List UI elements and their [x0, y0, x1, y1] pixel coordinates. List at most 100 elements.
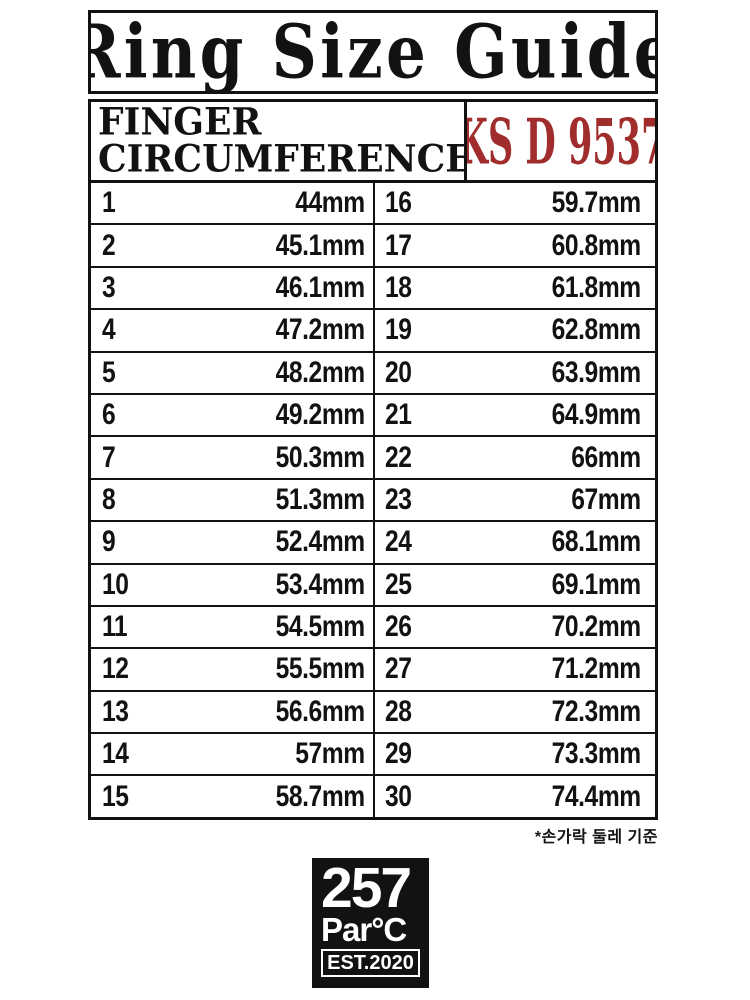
table-cell-left: 5 48.2mm: [91, 352, 375, 393]
table-cell-right: 16 59.7mm: [375, 183, 655, 223]
table-cell-left: 15 58.7mm: [91, 776, 375, 817]
circumference-value: 44mm: [295, 186, 366, 220]
table-row: 1 44mm 16 59.7mm: [91, 183, 655, 224]
ring-size-number: 11: [102, 610, 128, 644]
table-cell-right: 21 64.9mm: [375, 395, 655, 435]
circumference-value: 67mm: [571, 482, 642, 516]
table-cell-left: 3 46.1mm: [91, 267, 375, 309]
circumference-value: 66mm: [571, 440, 642, 474]
ring-size-number: 26: [385, 610, 412, 644]
circumference-value: 64.9mm: [551, 398, 642, 432]
ring-size-number: 1: [102, 186, 116, 220]
circumference-value: 52.4mm: [275, 525, 366, 559]
table-header: FINGER CIRCUMFERENCE KS D 9537: [88, 99, 658, 183]
ring-size-number: 29: [385, 737, 412, 771]
table-cell-right: 26 70.2mm: [375, 607, 655, 647]
table-cell-right: 27 71.2mm: [375, 649, 655, 689]
table-cell-right: 23 67mm: [375, 480, 655, 520]
ring-size-number: 20: [385, 355, 412, 389]
ring-size-number: 19: [385, 313, 412, 347]
ring-size-number: 15: [102, 779, 129, 813]
circumference-value: 70.2mm: [551, 610, 642, 644]
table-cell-left: 7 50.3mm: [91, 437, 375, 478]
table-cell-right: 18 61.8mm: [375, 268, 655, 308]
table-row: 9 52.4mm 24 68.1mm: [91, 520, 655, 563]
table-cell-left: 11 54.5mm: [91, 606, 375, 648]
circumference-value: 47.2mm: [275, 313, 366, 347]
circumference-value: 59.7mm: [551, 186, 642, 220]
table-cell-left: 1 44mm: [91, 183, 375, 224]
ring-size-number: 14: [102, 737, 129, 771]
header-finger-circumference: FINGER CIRCUMFERENCE: [91, 102, 464, 180]
table-row: 6 49.2mm 21 64.9mm: [91, 392, 655, 436]
table-cell-left: 9 52.4mm: [91, 522, 375, 563]
ring-size-number: 16: [385, 186, 412, 220]
table-cell-right: 28 72.3mm: [375, 692, 655, 732]
ring-size-number: 30: [385, 779, 412, 813]
table-cell-left: 14 57mm: [91, 734, 375, 775]
ring-size-number: 3: [102, 270, 116, 304]
table-cell-left: 13 56.6mm: [91, 691, 375, 733]
circumference-value: 56.6mm: [275, 694, 366, 728]
ring-size-number: 8: [102, 482, 116, 516]
ring-size-number: 6: [102, 398, 116, 432]
ring-size-number: 13: [102, 694, 129, 728]
ring-size-number: 9: [102, 525, 116, 559]
table-cell-left: 8 51.3mm: [91, 479, 375, 521]
footnote: *손가락 둘레 기준: [534, 829, 658, 846]
standard-box: KS D 9537: [464, 102, 655, 180]
circumference-value: 72.3mm: [551, 694, 642, 728]
table-cell-right: 19 62.8mm: [375, 310, 655, 350]
circumference-value: 61.8mm: [551, 270, 642, 304]
header-line-circumference: CIRCUMFERENCE: [98, 136, 464, 180]
table-row: 4 47.2mm 19 62.8mm: [91, 308, 655, 351]
circumference-value: 48.2mm: [275, 355, 366, 389]
ring-size-number: 10: [102, 567, 129, 601]
circumference-value: 62.8mm: [551, 313, 642, 347]
table-row: 7 50.3mm 22 66mm: [91, 435, 655, 478]
ring-size-number: 18: [385, 270, 412, 304]
circumference-value: 53.4mm: [275, 567, 366, 601]
table-cell-right: 20 63.9mm: [375, 353, 655, 393]
table-row: 2 45.1mm 17 60.8mm: [91, 223, 655, 266]
table-cell-left: 4 47.2mm: [91, 310, 375, 351]
logo-line-est: EST.2020: [321, 949, 420, 977]
table-cell-right: 17 60.8mm: [375, 225, 655, 265]
circumference-value: 60.8mm: [551, 228, 642, 262]
table-row: 10 53.4mm 25 69.1mm: [91, 562, 655, 605]
circumference-value: 49.2mm: [275, 398, 366, 432]
circumference-value: 58.7mm: [275, 779, 366, 813]
table-row: 5 48.2mm 20 63.9mm: [91, 350, 655, 393]
ring-size-number: 12: [102, 652, 129, 686]
circumference-value: 45.1mm: [275, 228, 366, 262]
circumference-value: 73.3mm: [551, 737, 642, 771]
ring-size-number: 23: [385, 482, 412, 516]
table-cell-right: 22 66mm: [375, 437, 655, 477]
table-cell-right: 29 73.3mm: [375, 734, 655, 774]
table-row: 12 55.5mm 27 71.2mm: [91, 647, 655, 690]
circumference-value: 63.9mm: [551, 355, 642, 389]
ring-size-number: 24: [385, 525, 412, 559]
ring-size-number: 21: [385, 398, 412, 432]
ring-size-guide: Ring Size Guide FINGER CIRCUMFERENCE KS …: [88, 10, 658, 820]
table-cell-right: 30 74.4mm: [375, 776, 655, 816]
table-row: 15 58.7mm 30 74.4mm: [91, 774, 655, 817]
table-row: 13 56.6mm 28 72.3mm: [91, 689, 655, 733]
ring-size-number: 22: [385, 440, 412, 474]
circumference-value: 71.2mm: [551, 652, 642, 686]
ring-size-number: 4: [102, 313, 116, 347]
table-row: 8 51.3mm 23 67mm: [91, 477, 655, 521]
brand-logo: 257 Par°C EST.2020: [312, 858, 429, 988]
ring-size-number: 17: [385, 228, 412, 262]
circumference-value: 50.3mm: [275, 440, 366, 474]
table-row: 11 54.5mm 26 70.2mm: [91, 604, 655, 648]
ring-size-number: 2: [102, 228, 116, 262]
ring-size-number: 25: [385, 567, 412, 601]
circumference-value: 46.1mm: [275, 270, 366, 304]
circumference-value: 51.3mm: [275, 482, 366, 516]
circumference-value: 69.1mm: [551, 567, 642, 601]
table-cell-left: 6 49.2mm: [91, 394, 375, 436]
table-cell-left: 12 55.5mm: [91, 649, 375, 690]
table-cell-left: 2 45.1mm: [91, 225, 375, 266]
